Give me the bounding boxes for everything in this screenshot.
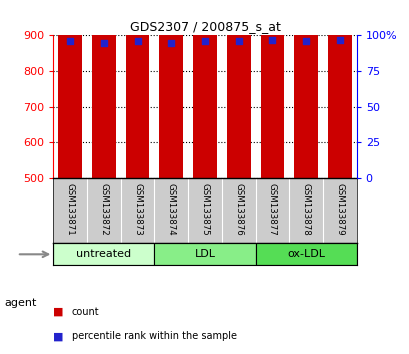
Bar bbox=[154, 243, 255, 266]
Text: ■: ■ bbox=[53, 307, 64, 316]
Bar bbox=[193, 0, 216, 178]
Text: untreated: untreated bbox=[76, 249, 131, 259]
Point bbox=[336, 37, 342, 42]
Bar bbox=[53, 243, 154, 266]
Bar bbox=[58, 0, 82, 178]
Bar bbox=[260, 0, 283, 178]
Point bbox=[235, 38, 241, 44]
Text: GSM133878: GSM133878 bbox=[301, 183, 310, 236]
Text: count: count bbox=[72, 307, 99, 316]
Point bbox=[134, 38, 141, 44]
Bar bbox=[159, 0, 183, 178]
Text: GSM133876: GSM133876 bbox=[234, 183, 243, 236]
Point bbox=[201, 38, 208, 44]
Text: LDL: LDL bbox=[194, 249, 215, 259]
Text: ■: ■ bbox=[53, 331, 64, 341]
Point bbox=[100, 40, 107, 45]
Text: percentile rank within the sample: percentile rank within the sample bbox=[72, 331, 236, 341]
Point bbox=[268, 37, 275, 42]
Point bbox=[168, 40, 174, 45]
Text: GSM133877: GSM133877 bbox=[267, 183, 276, 236]
Text: agent: agent bbox=[4, 298, 36, 308]
Text: GSM133875: GSM133875 bbox=[200, 183, 209, 236]
Text: GSM133879: GSM133879 bbox=[335, 183, 344, 236]
Bar bbox=[226, 0, 250, 178]
Text: ox-LDL: ox-LDL bbox=[286, 249, 324, 259]
Title: GDS2307 / 200875_s_at: GDS2307 / 200875_s_at bbox=[129, 20, 280, 33]
Bar bbox=[126, 0, 149, 178]
Bar bbox=[255, 243, 356, 266]
Text: GSM133874: GSM133874 bbox=[166, 183, 175, 236]
Bar bbox=[92, 0, 115, 178]
Text: GSM133872: GSM133872 bbox=[99, 183, 108, 236]
Text: GSM133873: GSM133873 bbox=[133, 183, 142, 236]
Bar bbox=[294, 0, 317, 178]
Bar bbox=[327, 0, 351, 178]
Point bbox=[302, 38, 309, 44]
Text: GSM133871: GSM133871 bbox=[65, 183, 74, 236]
Point bbox=[67, 38, 73, 44]
